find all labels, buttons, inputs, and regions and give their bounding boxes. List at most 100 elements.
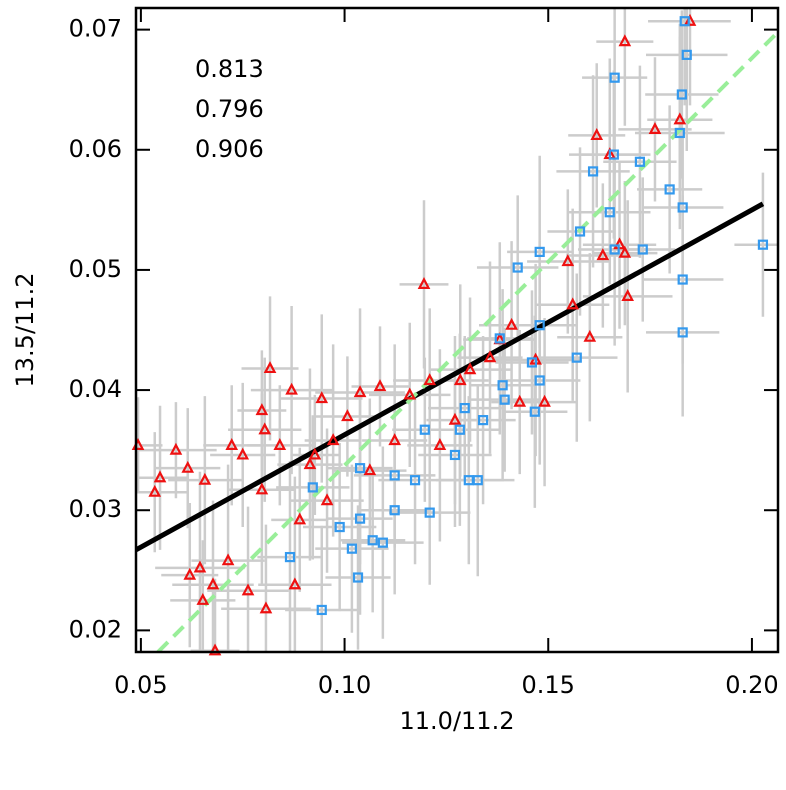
square-point <box>459 402 470 414</box>
y-tick-label: 0.02 <box>69 615 122 643</box>
triangle-point <box>183 567 197 580</box>
triangle-point <box>196 592 210 605</box>
square-point <box>587 166 599 177</box>
triangle-point <box>433 437 447 450</box>
y-tick-label: 0.06 <box>69 135 122 163</box>
square-point <box>477 415 489 426</box>
square-point <box>637 244 648 255</box>
triangle-point <box>673 112 687 125</box>
square-point <box>367 535 378 546</box>
triangle-point <box>241 583 255 596</box>
triangle-point <box>263 361 277 374</box>
x-tick-label: 0.05 <box>114 671 167 699</box>
square-point <box>284 551 296 563</box>
square-point <box>354 463 366 474</box>
triangle-point <box>373 379 387 392</box>
square-point <box>757 239 769 250</box>
square-point <box>677 202 688 213</box>
triangle-point <box>353 385 367 398</box>
triangle-point <box>561 254 575 267</box>
triangle-point <box>273 437 287 450</box>
triangle-point <box>208 643 222 656</box>
square-point <box>419 424 430 435</box>
square-point <box>454 424 465 435</box>
fit-line <box>156 30 778 652</box>
triangle-point <box>193 560 207 573</box>
square-point <box>389 470 400 481</box>
square-point <box>499 394 510 405</box>
x-tick-label: 0.20 <box>725 671 778 699</box>
triangle-point <box>326 433 340 446</box>
triangle-point <box>148 484 162 497</box>
triangle-point <box>225 437 239 450</box>
x-axis-label: 11.0/11.2 <box>400 707 515 735</box>
triangle-point <box>423 373 437 386</box>
x-tick-label: 0.10 <box>318 671 371 699</box>
square-point <box>409 475 421 486</box>
triangle-point <box>596 248 610 261</box>
square-point <box>449 449 461 461</box>
square-point <box>634 156 646 167</box>
triangle-point <box>590 128 604 140</box>
square-point <box>529 406 540 417</box>
triangle-point <box>259 601 273 614</box>
square-point <box>377 537 388 548</box>
triangle-point <box>255 403 269 416</box>
triangle-point <box>303 457 317 470</box>
plot-frame <box>134 6 780 654</box>
triangle-point <box>583 329 597 342</box>
triangle-point <box>448 412 462 425</box>
square-point <box>307 482 318 493</box>
square-point <box>352 572 364 583</box>
triangle-point <box>463 362 477 375</box>
triangle-point <box>505 317 518 330</box>
triangle-point <box>618 34 632 47</box>
square-point <box>609 244 620 255</box>
square-point <box>574 226 586 237</box>
triangle-point <box>388 433 402 446</box>
triangle-point <box>153 470 167 483</box>
square-point <box>424 507 435 518</box>
square-point <box>494 333 505 344</box>
square-point <box>679 16 690 27</box>
y-axis-label: 13.5/11.2 <box>11 273 39 388</box>
triangle-point <box>315 391 329 404</box>
triangle-point <box>513 394 527 407</box>
triangle-point <box>618 245 632 258</box>
triangle-point <box>363 463 377 476</box>
triangle-point <box>320 493 334 506</box>
triangle-point <box>621 289 635 301</box>
y-tick-label: 0.05 <box>69 255 122 283</box>
triangle-point <box>403 387 417 400</box>
triangle-point <box>293 512 307 525</box>
y-tick-label: 0.07 <box>69 15 122 43</box>
annotation: 0.813 <box>195 55 264 83</box>
triangle-point <box>236 447 250 460</box>
square-point <box>534 320 545 331</box>
triangle-point <box>538 394 551 407</box>
y-tick-label: 0.03 <box>69 495 122 523</box>
square-point <box>677 327 688 338</box>
triangle-point <box>285 382 298 395</box>
triangle-point <box>206 577 220 590</box>
square-point <box>534 375 545 386</box>
square-point <box>664 184 675 195</box>
triangle-point <box>258 422 272 435</box>
square-point <box>472 475 483 486</box>
square-point <box>609 72 620 83</box>
square-point <box>676 89 687 100</box>
square-point <box>604 207 615 218</box>
triangle-point <box>169 442 183 455</box>
square-point <box>354 513 366 524</box>
triangle-point <box>288 577 302 590</box>
triangle-point <box>417 276 431 289</box>
square-point <box>497 380 508 391</box>
x-tick-label: 0.15 <box>522 671 575 699</box>
triangle-point <box>648 122 662 134</box>
triangle-point <box>341 409 354 422</box>
triangle-point <box>255 482 269 495</box>
square-point <box>389 505 400 516</box>
square-point <box>681 49 692 60</box>
square-point <box>526 357 538 368</box>
